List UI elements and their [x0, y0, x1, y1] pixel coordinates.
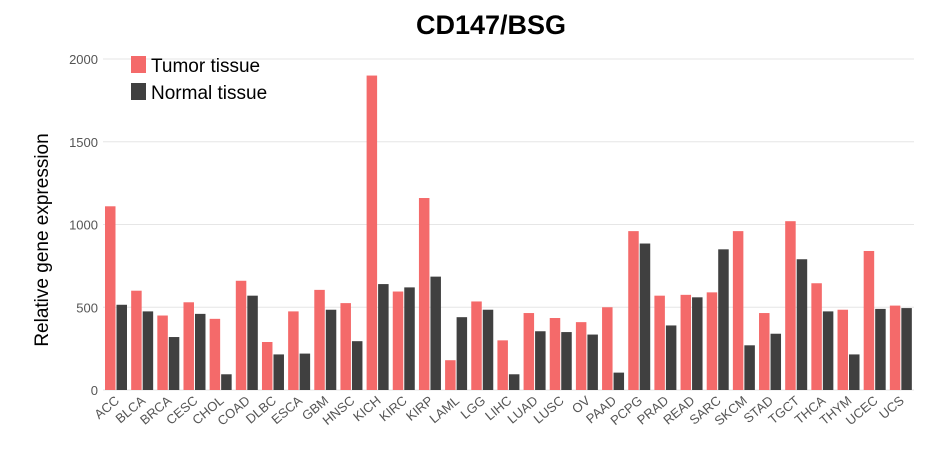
bar-normal-tissue-lgg	[482, 309, 494, 390]
bar-tumor-tissue-ucs	[889, 305, 901, 390]
bar-tumor-tissue-pcpg	[628, 231, 639, 390]
x-tick-label-lusc: LUSC	[531, 393, 567, 427]
bar-tumor-tissue-kirc	[392, 291, 404, 390]
x-tick-label-kich: KICH	[350, 393, 383, 424]
bar-normal-tissue-lusc	[561, 332, 572, 390]
bar-normal-tissue-blca	[142, 311, 154, 390]
bar-normal-tissue-paad	[613, 372, 625, 390]
bar-normal-tissue-thym	[849, 354, 860, 390]
bar-tumor-tissue-tgct	[785, 221, 796, 390]
x-tick-label-kirc: KIRC	[376, 393, 409, 424]
y-tick-label-1500: 1500	[69, 135, 98, 150]
bar-normal-tissue-skcm	[744, 345, 755, 390]
bar-tumor-tissue-paad	[602, 307, 613, 390]
bar-tumor-tissue-gbm	[314, 289, 325, 390]
bar-tumor-tissue-ov	[575, 322, 587, 390]
x-tick-label-laml: LAML	[426, 393, 462, 426]
bar-tumor-tissue-thym	[837, 309, 849, 390]
bar-tumor-tissue-stad	[759, 313, 770, 390]
bar-normal-tissue-stad	[770, 333, 782, 390]
bar-tumor-tissue-kich	[366, 75, 378, 391]
bar-normal-tissue-thca	[822, 311, 834, 390]
y-tick-label-2000: 2000	[69, 52, 98, 67]
bar-normal-tissue-prad	[665, 325, 677, 390]
bar-normal-tissue-kich	[378, 284, 389, 390]
bar-normal-tissue-kirp	[430, 276, 441, 390]
legend-label-tumor: Tumor tissue	[151, 56, 260, 77]
bar-normal-tissue-luad	[535, 331, 546, 390]
x-tick-label-lgg: LGG	[458, 393, 489, 422]
bar-normal-tissue-cesc	[194, 313, 206, 390]
bar-normal-tissue-chol	[221, 374, 232, 390]
bar-tumor-tissue-skcm	[732, 231, 744, 390]
bar-tumor-tissue-hnsc	[340, 303, 351, 390]
bar-tumor-tissue-lihc	[497, 340, 508, 390]
x-axis-ticks: ACCBLCABRCACESCCHOLCOADDLBCESCAGBMHNSCKI…	[91, 393, 907, 429]
chart-title: CD147/BSG	[415, 10, 567, 40]
y-axis-label: Relative gene expression	[32, 133, 53, 346]
bar-normal-tissue-acc	[116, 304, 127, 390]
bar-tumor-tissue-thca	[811, 283, 822, 390]
bar-tumor-tissue-cesc	[183, 302, 194, 390]
bar-normal-tissue-laml	[456, 317, 468, 390]
bar-tumor-tissue-kirp	[418, 198, 430, 390]
bar-normal-tissue-pcpg	[639, 243, 651, 390]
y-axis-ticks: 0 500 1000 1500 2000	[69, 52, 98, 398]
bar-normal-tissue-dlbc	[273, 354, 284, 390]
bar-tumor-tissue-prad	[654, 295, 665, 390]
legend: Tumor tissue Normal tissue	[131, 56, 267, 104]
legend-swatch-normal	[131, 83, 146, 100]
bar-normal-tissue-lihc	[508, 374, 520, 390]
bar-tumor-tissue-read	[680, 294, 692, 390]
bar-tumor-tissue-sarc	[706, 292, 718, 390]
bar-normal-tissue-gbm	[325, 309, 337, 390]
bar-normal-tissue-hnsc	[351, 341, 363, 390]
y-tick-label-0: 0	[91, 383, 98, 398]
bars	[105, 75, 912, 391]
bar-normal-tissue-brca	[168, 337, 180, 390]
bar-normal-tissue-coad	[247, 295, 258, 390]
bar-tumor-tissue-chol	[209, 318, 221, 390]
bar-tumor-tissue-luad	[523, 313, 535, 390]
bar-normal-tissue-ucs	[901, 308, 912, 390]
bar-normal-tissue-read	[692, 297, 703, 390]
bar-tumor-tissue-blca	[131, 290, 142, 390]
legend-label-normal: Normal tissue	[151, 83, 267, 104]
x-tick-label-ucs: UCS	[876, 393, 907, 422]
legend-swatch-tumor	[131, 56, 146, 73]
y-tick-label-500: 500	[76, 300, 98, 315]
bar-normal-tissue-sarc	[718, 249, 729, 390]
bar-tumor-tissue-brca	[157, 315, 168, 390]
x-tick-label-esca: ESCA	[268, 393, 305, 427]
bar-tumor-tissue-laml	[445, 360, 456, 390]
bar-normal-tissue-esca	[299, 353, 311, 390]
bar-tumor-tissue-ucec	[863, 250, 875, 390]
bar-normal-tissue-ucec	[875, 308, 886, 390]
bar-tumor-tissue-lgg	[471, 301, 482, 390]
bar-tumor-tissue-dlbc	[261, 342, 273, 390]
bar-normal-tissue-kirc	[404, 287, 415, 390]
bar-tumor-tissue-acc	[105, 206, 116, 390]
bar-normal-tissue-tgct	[796, 259, 808, 390]
bar-tumor-tissue-coad	[235, 280, 247, 390]
y-tick-label-1000: 1000	[69, 218, 98, 233]
bar-tumor-tissue-esca	[288, 311, 299, 390]
bar-tumor-tissue-lusc	[549, 318, 561, 390]
bar-normal-tissue-ov	[587, 334, 598, 390]
